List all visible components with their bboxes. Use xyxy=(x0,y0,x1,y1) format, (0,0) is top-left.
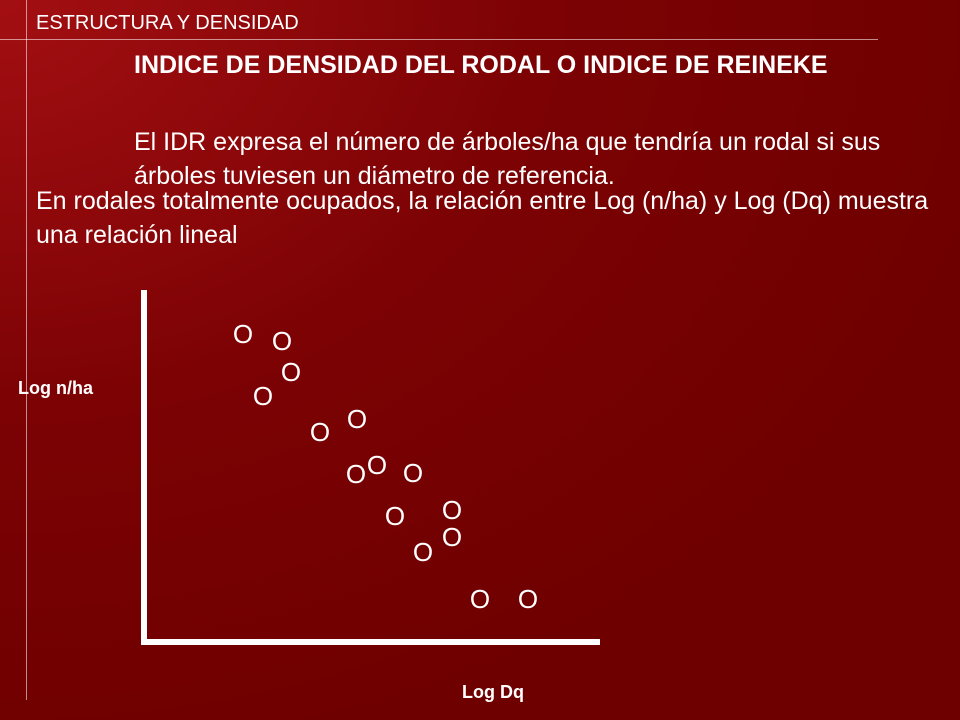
data-point-marker: O xyxy=(253,381,273,411)
slide-statement: En rodales totalmente ocupados, la relac… xyxy=(36,187,929,249)
data-point-marker: O xyxy=(470,584,490,614)
data-point-marker: O xyxy=(442,495,462,525)
data-point-marker: O xyxy=(367,450,387,480)
data-point-marker: O xyxy=(385,501,405,531)
slide-description: El IDR expresa el número de árboles/ha q… xyxy=(134,128,881,190)
x-axis-label: Log Dq xyxy=(462,682,524,702)
data-point-marker: O xyxy=(518,584,538,614)
y-axis-label: Log n/ha xyxy=(18,378,93,398)
left-rule xyxy=(26,0,27,700)
data-point-marker: O xyxy=(347,404,367,434)
data-point-marker: O xyxy=(442,522,462,552)
data-point-marker: O xyxy=(272,326,292,356)
data-point-marker: O xyxy=(310,417,330,447)
data-point-marker: O xyxy=(346,459,366,489)
data-point-marker: O xyxy=(281,357,301,387)
data-point-marker: O xyxy=(413,537,433,567)
section-title: ESTRUCTURA Y DENSIDAD xyxy=(36,12,299,34)
data-point-marker: O xyxy=(233,319,253,349)
data-point-marker: O xyxy=(403,458,423,488)
slide-heading: INDICE DE DENSIDAD DEL RODAL O INDICE DE… xyxy=(134,51,828,79)
header-rule xyxy=(0,39,878,40)
